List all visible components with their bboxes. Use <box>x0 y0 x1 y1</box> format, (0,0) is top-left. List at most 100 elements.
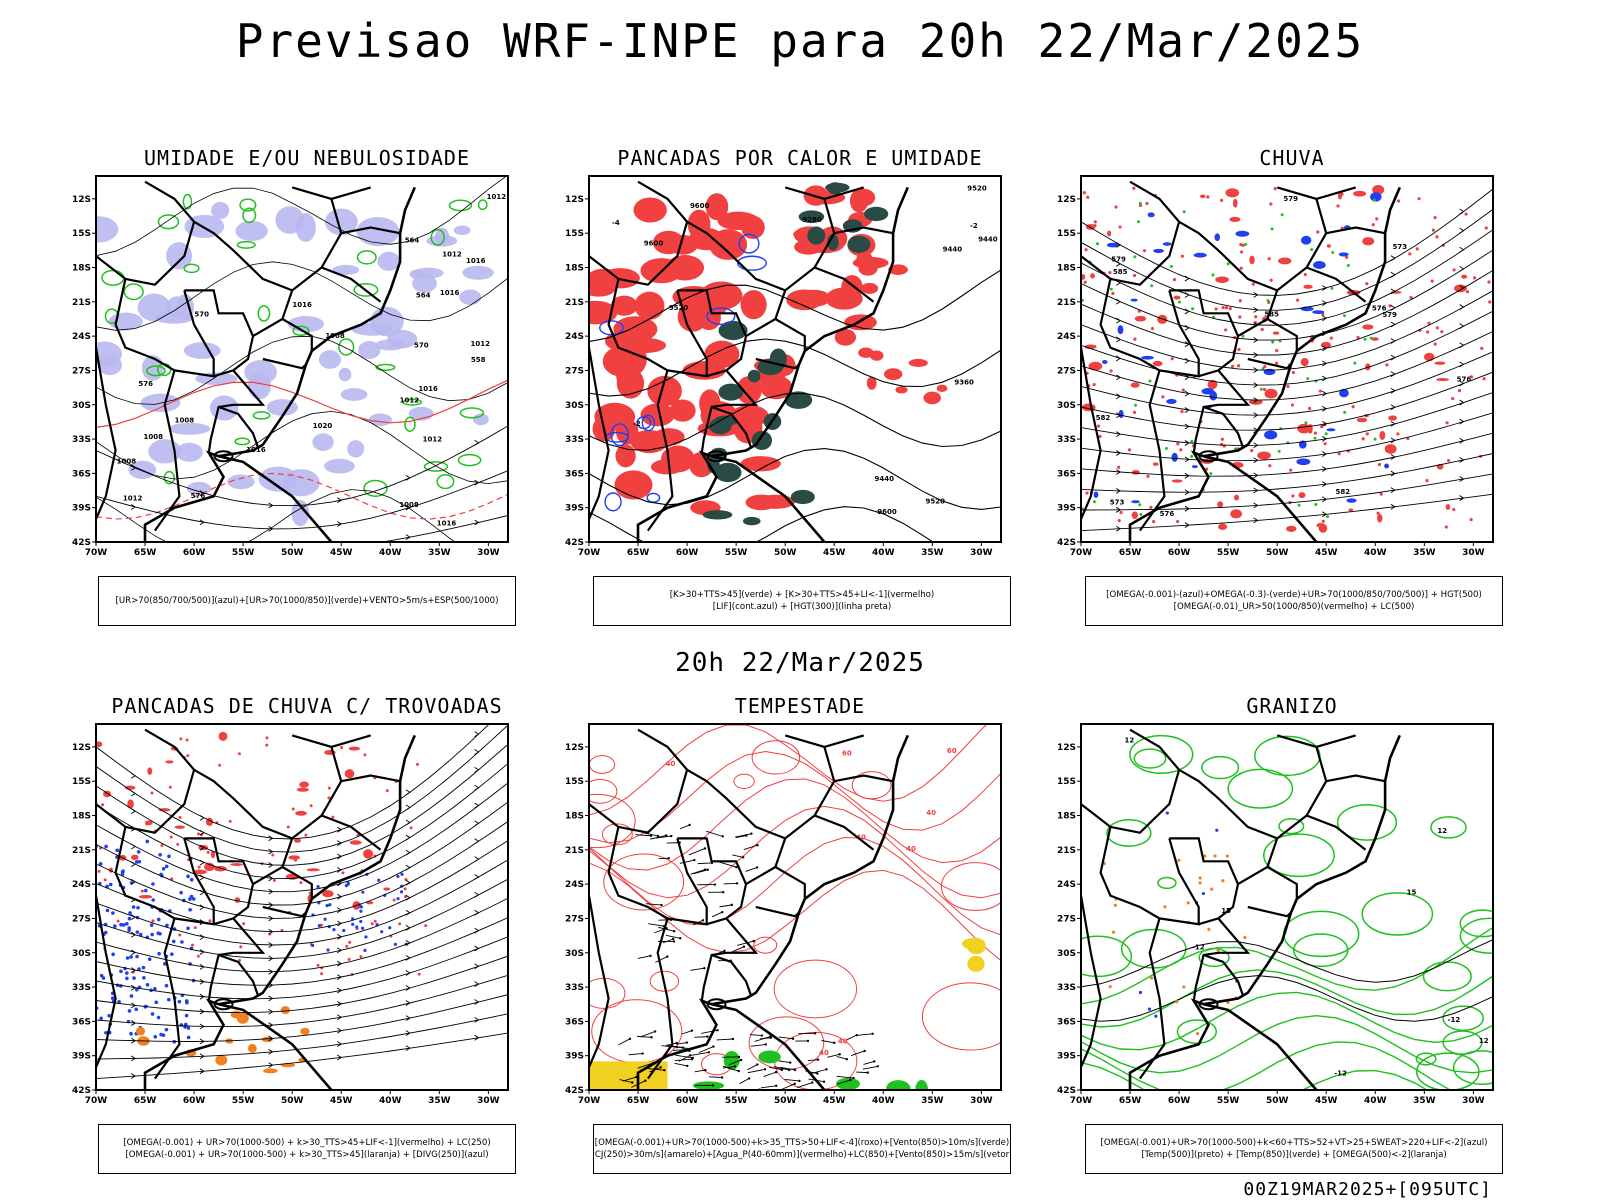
weather-dot <box>1316 230 1320 234</box>
weather-blob <box>594 271 619 292</box>
contour-label: 1008 <box>175 417 195 425</box>
country-border <box>340 774 401 783</box>
streamline <box>1081 453 1493 493</box>
weather-blob <box>936 384 948 392</box>
lon-tick-label: 40W <box>1364 1096 1387 1106</box>
weather-dot <box>150 1012 155 1016</box>
country-border <box>589 180 689 286</box>
lon-tick-label: 55W <box>725 1096 748 1106</box>
wind-vector-head <box>704 1068 707 1072</box>
contour-line <box>96 472 508 520</box>
weather-blob <box>353 282 379 297</box>
weather-dot <box>1084 248 1088 252</box>
weather-blob <box>294 838 302 843</box>
weather-dot <box>1465 290 1470 294</box>
lat-tick-label: 33S <box>72 435 91 445</box>
country-border <box>207 369 266 453</box>
lat-tick-label: 21S <box>72 846 91 856</box>
weather-dot <box>99 1016 103 1021</box>
weather-blob <box>247 1043 257 1053</box>
contour-line <box>96 176 508 257</box>
weather-blob <box>472 413 489 426</box>
weather-blob <box>888 264 908 275</box>
wind-vector-head <box>849 1078 852 1082</box>
lon-tick-label: 30W <box>1462 1096 1485 1106</box>
wind-vector-head <box>693 858 696 862</box>
weather-blob <box>613 316 658 343</box>
weather-dot <box>125 971 129 975</box>
wind-vector <box>735 835 747 839</box>
panel-legend: [OMEGA(-0.001)+UR>70(1000-500)+k<60+TTS>… <box>1085 1124 1503 1174</box>
wind-vector <box>694 1036 708 1038</box>
weather-dot <box>237 752 241 756</box>
wind-vector-head <box>733 1065 737 1068</box>
wind-vector <box>662 938 674 944</box>
contour-label: 573 <box>1110 498 1125 506</box>
weather-dot <box>1179 448 1183 452</box>
weather-blob <box>866 376 877 390</box>
contour-label: -2 <box>633 420 641 428</box>
map-frame <box>1080 175 1494 543</box>
weather-blob <box>123 283 144 301</box>
wind-vector-head <box>760 1034 764 1037</box>
weather-dot <box>1290 403 1295 407</box>
legend-line: [OMEGA(-0.001) + UR>70(1000-500) + k>30_… <box>125 1150 489 1160</box>
lon-tick-label: 35W <box>921 548 944 558</box>
weather-dot <box>147 957 152 961</box>
weather-dot <box>1225 854 1229 858</box>
streamline-arrow <box>405 985 411 991</box>
weather-dot <box>1375 217 1379 221</box>
lat-tick-label: 12S <box>1057 195 1076 205</box>
contour-label: 1008 <box>117 458 137 466</box>
wind-vector-head <box>871 1032 874 1035</box>
weather-blob <box>760 375 793 400</box>
wind-vector <box>681 1030 693 1035</box>
streamline-arrow <box>1253 352 1259 358</box>
lon-tick-label: 50W <box>281 1096 304 1106</box>
contour-line <box>589 338 1001 397</box>
weather-dot <box>1138 990 1143 995</box>
weather-dot <box>385 789 389 793</box>
weather-blob <box>227 474 255 490</box>
country-border <box>340 226 401 235</box>
wind-vector-head <box>780 1068 784 1072</box>
panel-legend: [K>30+TTS>45](verde) + [K>30+TTS>45+LI<-… <box>593 576 1011 626</box>
streamline-arrow <box>336 1000 343 1007</box>
wind-vector <box>640 1031 656 1038</box>
map-chuva: 58558558257957657357957657358257957612S1… <box>1057 175 1494 558</box>
weather-blob <box>836 1077 860 1090</box>
weather-dot <box>218 763 222 767</box>
wind-vector-head <box>670 834 673 838</box>
weather-dot <box>111 952 115 957</box>
weather-dot <box>1425 479 1429 483</box>
weather-dot <box>1340 192 1344 196</box>
wind-vector-head <box>644 1079 647 1082</box>
streamline <box>1081 188 1493 296</box>
weather-dot <box>101 803 105 807</box>
weather-dot <box>1145 201 1149 206</box>
streamline-arrow <box>199 934 205 940</box>
lat-tick-label: 42S <box>72 1086 91 1096</box>
weather-dot <box>1417 197 1421 201</box>
coastline-south <box>636 998 826 1090</box>
weather-blob <box>864 206 889 222</box>
contour-line <box>773 959 858 1019</box>
contour-line <box>1081 991 1493 1051</box>
streamline-arrow <box>199 993 205 1000</box>
streamline-arrow <box>1459 380 1465 387</box>
panel-legend: [OMEGA(-0.001) + UR>70(1000-500) + k>30_… <box>98 1124 516 1174</box>
contour-label: 60 <box>947 747 957 755</box>
country-border <box>814 266 875 303</box>
weather-blob <box>96 216 119 243</box>
country-border <box>96 895 117 1070</box>
streamline-arrow <box>1115 355 1122 362</box>
weather-dot <box>1268 464 1272 468</box>
wind-vector-head <box>672 930 676 933</box>
weather-dot <box>111 911 115 915</box>
wind-vector-head <box>689 1054 692 1057</box>
weather-dot <box>351 922 355 926</box>
streamline-arrow <box>1115 260 1122 267</box>
wind-vector-head <box>663 1068 666 1072</box>
streamline <box>96 897 508 973</box>
weather-dot <box>1353 361 1357 365</box>
